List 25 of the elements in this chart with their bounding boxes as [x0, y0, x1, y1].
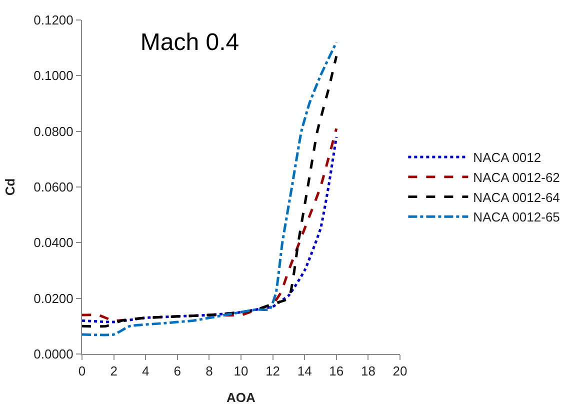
y-tick-label: 0.0200: [34, 290, 74, 306]
x-tick-label: 8: [206, 364, 213, 379]
x-tick-label: 16: [329, 364, 344, 379]
chart-title: Mach 0.4: [140, 28, 240, 56]
y-tick-label: 0.0800: [34, 124, 74, 139]
legend-label: NACA 0012: [473, 150, 542, 166]
y-tick-label: 0.0400: [34, 235, 74, 250]
legend-label: NACA 0012-65: [473, 210, 560, 225]
y-tick-label: 0.0000: [34, 346, 74, 362]
y-tick-label: 0.0600: [34, 180, 74, 195]
y-tick-label: 0.1000: [34, 68, 74, 84]
x-tick-label: 12: [266, 364, 280, 379]
x-tick-label: 6: [174, 364, 182, 379]
x-tick-label: 10: [234, 364, 248, 379]
x-tick-label: 4: [142, 364, 150, 379]
legend-label: NACA 0012-62: [473, 170, 560, 185]
x-tick-label: 2: [110, 364, 118, 379]
x-tick-label: 20: [392, 364, 408, 379]
y-tick-label: 0.1200: [34, 12, 74, 28]
y-axis-title: Cd: [2, 178, 18, 196]
x-tick-label: 18: [360, 364, 376, 379]
x-tick-label: 0: [78, 364, 86, 379]
x-axis-title: AOA: [226, 390, 256, 406]
legend-label: NACA 0012-64: [473, 190, 560, 205]
x-tick-label: 14: [297, 364, 312, 379]
